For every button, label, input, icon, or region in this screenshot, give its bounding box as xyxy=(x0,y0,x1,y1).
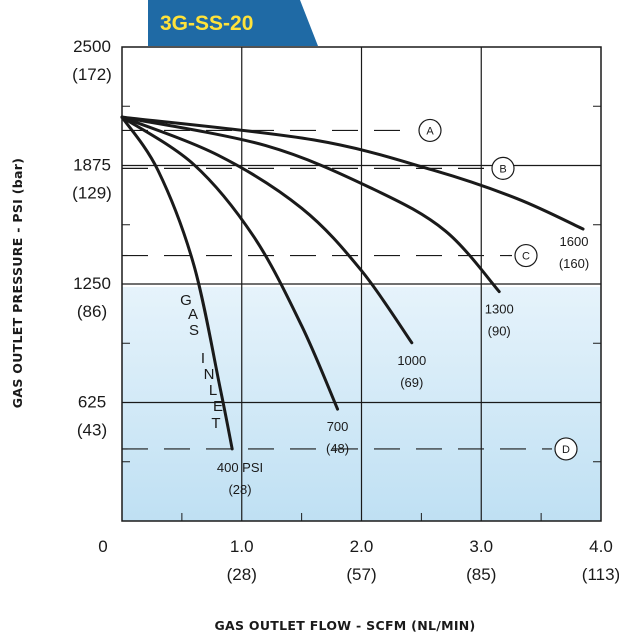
y-tick-sublabel: (129) xyxy=(72,184,112,203)
y-tick-label: 1250 xyxy=(73,274,111,293)
gas-inlet-letter: S xyxy=(189,322,199,339)
x-tick-label: 2.0 xyxy=(350,537,374,556)
gas-inlet-letter: I xyxy=(201,350,205,367)
reference-marker-label: A xyxy=(426,125,434,137)
x-tick-sublabel: (113) xyxy=(582,565,619,584)
y-tick-label: 1875 xyxy=(73,156,111,175)
x-tick-label: 1.0 xyxy=(230,537,254,556)
reference-marker-label: C xyxy=(522,251,530,263)
plot-frame xyxy=(121,46,602,522)
curve-1600 xyxy=(120,115,585,231)
x-tick-labels: 0 1.0 (28) 2.0 (57) 3.0 (85) 4.0 (113) xyxy=(98,537,619,584)
x-tick-label: 0 xyxy=(98,537,107,556)
curve-label: 400 PSI xyxy=(217,460,263,475)
curve-1300 xyxy=(120,115,501,294)
curve-sublabel: (69) xyxy=(400,375,423,390)
curve-700 xyxy=(120,115,340,411)
y-tick-sublabel: (86) xyxy=(77,302,107,321)
gas-inlet-letter: E xyxy=(213,398,223,415)
x-tick-sublabel: (28) xyxy=(227,565,257,584)
x-tick-label: 4.0 xyxy=(589,537,613,556)
gas-inlet-letter: N xyxy=(204,366,215,383)
curve-sublabel: (28) xyxy=(228,482,251,497)
y-tick-labels: 2500 (172) 1875 (129) 1250 (86) 625 (43) xyxy=(72,37,112,440)
reference-marker-c xyxy=(514,243,538,268)
gas-inlet-letter: T xyxy=(211,415,220,432)
curve-labels: 400 PSI (28) 700 (48) 1000 (69) 1300 (90) 1600 (1… xyxy=(217,234,589,497)
curve-sublabel: (48) xyxy=(326,441,349,456)
curve-sublabel: (160) xyxy=(559,256,589,271)
x-axis-title: GAS OUTLET FLOW - SCFM (NL/MIN) xyxy=(214,618,475,633)
reference-marker-b xyxy=(491,156,515,180)
badge-label: 3G-SS-20 xyxy=(160,12,253,35)
reference-marker-label: D xyxy=(562,444,570,456)
curve-label: 700 xyxy=(327,419,349,434)
x-tick-sublabel: (57) xyxy=(346,565,376,584)
x-tick-sublabel: (85) xyxy=(466,565,496,584)
y-axis-title: GAS OUTLET PRESSURE - PSI (bar) xyxy=(10,158,25,408)
curve-label: 1600 xyxy=(560,234,589,249)
gas-inlet-letter: A xyxy=(188,306,198,323)
y-tick-sublabel: (172) xyxy=(72,65,112,84)
gas-inlet-letter: L xyxy=(209,382,217,399)
curve-sublabel: (90) xyxy=(488,324,511,339)
grid xyxy=(122,47,601,521)
gas-inlet-letter: G xyxy=(180,292,192,309)
curves xyxy=(120,115,585,451)
curve-label: 1300 xyxy=(485,302,514,317)
x-tick-label: 3.0 xyxy=(469,537,493,556)
reference-marker-a xyxy=(418,118,442,143)
y-tick-label: 625 xyxy=(78,393,106,412)
badge-background xyxy=(148,0,318,46)
curve-1000 xyxy=(120,115,414,345)
reference-marker-label: B xyxy=(499,163,506,175)
y-tick-sublabel: (43) xyxy=(77,421,107,440)
curve-400 xyxy=(120,115,234,451)
model-badge: 3G-SS-20 xyxy=(148,0,318,46)
reference-marker-d xyxy=(554,437,578,461)
y-tick-label: 2500 xyxy=(73,37,111,56)
curve-label: 1000 xyxy=(397,353,426,368)
